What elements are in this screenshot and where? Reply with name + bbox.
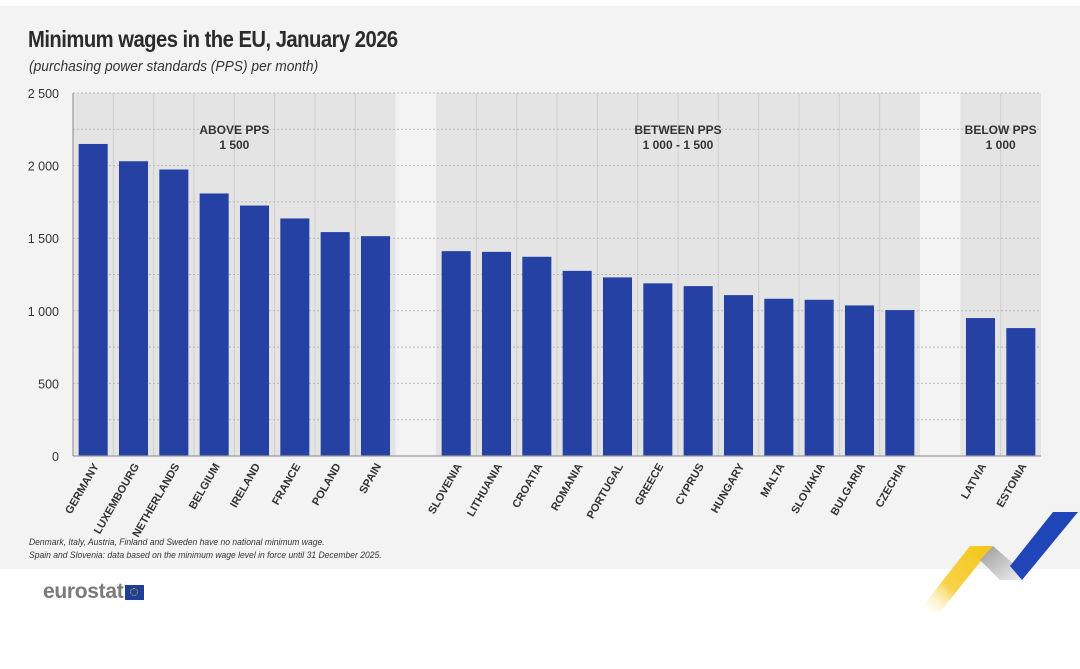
bar-spain [360,236,391,456]
group-label-1-line1: ABOVE PPS [199,123,269,137]
y-tick-label: 1 500 [28,232,59,246]
x-tick-label-spain: SPAIN [357,461,384,495]
bar-luxembourg [118,161,149,456]
bar-slovakia [804,299,834,456]
bar-portugal [602,277,633,456]
bar-greece [643,283,673,456]
y-tick-label: 1 000 [28,305,59,319]
x-tick-label-cyprus: CYPRUS [673,462,706,508]
x-tick-label-lithuania: LITHUANIA [465,461,505,518]
bar-hungary [723,295,754,456]
bar-ireland [239,205,270,456]
x-tick-label-malta: MALTA [759,461,788,499]
bar-cyprus [683,286,713,456]
eurostat-logo: eurostat [43,580,145,604]
group-label-2-line2: 1 000 - 1 500 [643,138,714,152]
x-tick-label-poland: POLAND [310,461,344,507]
eurostat-logo-text: eurostat [43,580,124,603]
x-tick-label-belgium: BELGIUM [187,462,223,512]
bar-slovenia [441,251,471,456]
x-tick-label-latvia: LATVIA [959,461,989,501]
bar-latvia [965,318,996,456]
x-tick-label-portugal: PORTUGAL [585,461,626,521]
footnotes: Denmark, Italy, Austria, Finland and Swe… [29,536,382,562]
y-tick-label: 500 [38,377,59,391]
group-label-1-line2: 1 500 [219,138,249,152]
bar-poland [320,232,350,456]
x-tick-label-ireland: IRELAND [228,461,263,509]
x-tick-label-romania: ROMANIA [549,461,586,513]
bar-france [280,218,310,456]
bar-croatia [522,256,552,456]
group-label-3-line2: 1 000 [986,138,1016,152]
bar-romania [562,270,592,456]
eu-flag-icon [125,584,145,600]
bar-bulgaria [844,305,875,456]
bar-netherlands [159,169,189,457]
bar-lithuania [481,251,512,456]
ribbon-blue [1010,512,1078,580]
x-tick-label-hungary: HUNGARY [709,461,747,515]
footnote-spain-slovenia: Spain and Slovenia: data based on the mi… [29,550,382,561]
bar-malta [764,298,794,456]
y-tick-label: 2 000 [28,160,59,174]
chart-subtitle: (purchasing power standards (PPS) per mo… [29,58,319,75]
x-tick-label-bulgaria: BULGARIA [829,461,868,517]
x-tick-label-greece: GREECE [633,462,667,508]
group-label-2-line1: BETWEEN PPS [634,123,721,137]
x-tick-label-france: FRANCE [270,462,303,508]
x-tick-label-slovenia: SLOVENIA [426,461,465,516]
x-tick-label-slovakia: SLOVAKIA [789,461,827,516]
page-title: Minimum wages in the EU, January 2026 [28,26,398,52]
eurostat-ribbon-decoration [918,512,1078,612]
y-tick-label: 2 500 [28,87,59,101]
bar-belgium [199,193,229,456]
footnote-no-minimum-wage: Denmark, Italy, Austria, Finland and Swe… [29,537,325,548]
ribbon-grey [980,546,1024,580]
x-tick-label-croatia: CROATIA [510,461,545,510]
ribbon-yellow [918,546,993,612]
x-tick-label-germany: GERMANY [63,461,102,516]
bar-germany [78,143,108,456]
bar-estonia [1006,328,1036,456]
group-label-3-line1: BELOW PPS [965,123,1037,137]
bar-czechia [885,310,915,456]
y-tick-label: 0 [52,450,59,464]
